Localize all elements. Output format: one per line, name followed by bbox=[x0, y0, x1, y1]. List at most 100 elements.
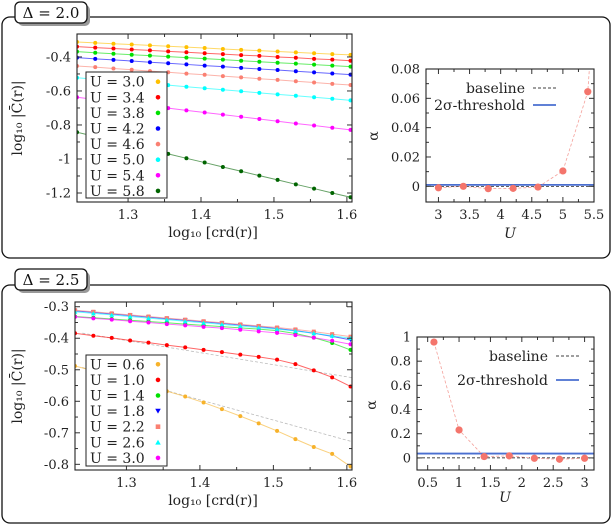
alpha-point bbox=[430, 338, 438, 346]
data-point bbox=[312, 70, 317, 75]
y-tick-label: 0 bbox=[412, 180, 420, 195]
data-point bbox=[312, 186, 317, 191]
data-point bbox=[330, 71, 335, 76]
data-point bbox=[330, 375, 335, 380]
data-point bbox=[330, 96, 335, 101]
data-point bbox=[129, 52, 134, 57]
data-point bbox=[202, 63, 207, 68]
alpha-point bbox=[484, 185, 492, 193]
series-line bbox=[75, 332, 351, 387]
data-point bbox=[219, 407, 224, 412]
series-line bbox=[77, 51, 351, 68]
panel-tab bbox=[14, 1, 88, 24]
plot-border bbox=[76, 33, 353, 203]
data-point bbox=[275, 60, 280, 65]
data-point bbox=[293, 182, 298, 187]
data-point bbox=[348, 98, 352, 103]
data-point bbox=[183, 394, 188, 399]
data-point bbox=[184, 71, 189, 76]
data-point bbox=[164, 317, 170, 322]
x-tick-label: 2 bbox=[518, 476, 526, 491]
y-tick-label: -1.2 bbox=[46, 186, 71, 201]
data-point bbox=[275, 54, 280, 59]
data-point bbox=[128, 319, 133, 324]
alpha-point bbox=[534, 183, 542, 191]
x-axis-label: log₁₀ [crd(r)] bbox=[168, 225, 258, 241]
alpha-point bbox=[580, 454, 589, 462]
legend-marker bbox=[155, 455, 161, 461]
data-point bbox=[109, 335, 114, 340]
x-tick-label: 1.5 bbox=[480, 476, 501, 491]
data-point bbox=[348, 52, 352, 57]
legend-box bbox=[85, 354, 168, 467]
data-point bbox=[219, 350, 224, 355]
data-point bbox=[184, 50, 189, 55]
data-point bbox=[166, 44, 171, 49]
y-tick-label: -0.6 bbox=[44, 395, 69, 410]
correlation-plot-delta-2-0: 1.3 1.4 1.5 1.6 -0.4 -0.6 -0.8 -1 -1.2 log₁₀ [crd… bbox=[8, 33, 357, 241]
data-point bbox=[201, 324, 206, 329]
data-point bbox=[239, 58, 244, 63]
data-point bbox=[239, 89, 244, 94]
legend-label-threshold: 2σ-threshold bbox=[457, 373, 548, 389]
y-tick-label: -0.5 bbox=[44, 363, 69, 378]
data-point bbox=[183, 345, 188, 350]
legend-label: U = 5.0 bbox=[90, 153, 145, 169]
data-point bbox=[109, 317, 114, 322]
y-axis-label: α bbox=[366, 131, 382, 141]
y-tick-label: 0.8 bbox=[390, 355, 411, 370]
data-point bbox=[202, 86, 207, 91]
legend-marker bbox=[155, 362, 161, 367]
data-point bbox=[220, 164, 225, 169]
data-point bbox=[348, 347, 352, 352]
y-tick-label: 1 bbox=[403, 331, 411, 346]
alpha-point bbox=[434, 184, 443, 192]
data-point bbox=[147, 43, 152, 48]
data-point bbox=[202, 56, 207, 61]
data-point bbox=[184, 84, 189, 89]
data-point bbox=[90, 311, 96, 316]
data-point bbox=[147, 60, 152, 65]
data-point bbox=[164, 343, 169, 348]
data-point bbox=[75, 308, 77, 313]
data-point bbox=[348, 127, 352, 132]
legend-marker bbox=[155, 424, 161, 429]
data-point bbox=[184, 62, 189, 67]
x-tick-label: 1.6 bbox=[337, 476, 358, 491]
data-point bbox=[239, 169, 244, 174]
y-axis-label: α bbox=[364, 400, 380, 410]
x-tick-label: 0.5 bbox=[417, 476, 438, 491]
data-point bbox=[182, 319, 188, 324]
y-tick-label: 0.04 bbox=[391, 121, 420, 136]
data-point bbox=[348, 195, 352, 200]
x-tick-label: 3.5 bbox=[459, 208, 480, 223]
alpha-point bbox=[505, 452, 513, 460]
legend-label: U = 2.2 bbox=[90, 420, 145, 436]
data-point bbox=[93, 45, 98, 50]
legend-label: U = 4.2 bbox=[90, 122, 145, 138]
data-point bbox=[293, 333, 298, 338]
data-point bbox=[275, 330, 280, 335]
data-point bbox=[201, 400, 206, 405]
data-point bbox=[330, 57, 335, 62]
data-point bbox=[293, 328, 298, 333]
data-point bbox=[311, 335, 316, 340]
panel-tab-label: Δ = 2.0 bbox=[23, 4, 80, 22]
x-axis-label: U bbox=[504, 226, 517, 242]
data-point bbox=[93, 40, 98, 45]
data-point bbox=[312, 62, 317, 67]
alpha-point bbox=[455, 426, 463, 434]
alpha-point bbox=[459, 182, 467, 190]
data-point bbox=[348, 464, 352, 469]
data-point bbox=[129, 59, 134, 64]
plot-area bbox=[426, 69, 594, 193]
series-line bbox=[75, 316, 351, 345]
legend-marker bbox=[155, 79, 161, 84]
data-point bbox=[220, 64, 225, 69]
data-point bbox=[91, 316, 96, 321]
data-point bbox=[275, 68, 280, 73]
x-tick-label: 2.5 bbox=[543, 476, 564, 491]
data-point bbox=[256, 354, 261, 359]
legend-label: U = 0.6 bbox=[90, 357, 145, 373]
